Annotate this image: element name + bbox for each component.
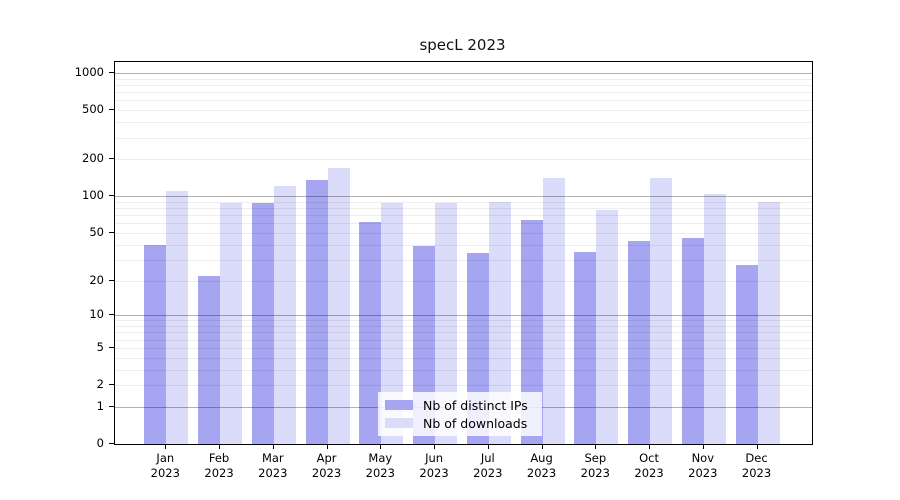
- legend-swatch-downloads: [385, 418, 413, 428]
- legend-item-downloads: Nb of downloads: [378, 415, 542, 431]
- gridline-600: [115, 100, 812, 102]
- x-tick-label-jul-2023: Jul 2023: [473, 451, 503, 480]
- y-tick-label-10: 10: [89, 307, 104, 322]
- bar-distinct-ips-nov-2023: [681, 238, 704, 444]
- gridline-700: [115, 92, 812, 94]
- x-tick-label-dec-2023: Dec 2023: [741, 451, 772, 480]
- y-tick-mark-100: [109, 195, 114, 197]
- y-tick-label-20: 20: [89, 272, 104, 287]
- x-tick-label-nov-2023: Nov 2023: [688, 451, 718, 480]
- y-tick-mark-2: [109, 384, 114, 385]
- y-tick-mark-5: [109, 346, 114, 348]
- bar-downloads-jan-2023: [166, 191, 189, 444]
- y-tick-label-50: 50: [89, 224, 104, 239]
- y-tick-mark-20: [109, 279, 114, 281]
- x-tick-mark-apr-2023: [326, 444, 328, 449]
- x-tick-label-oct-2023: Oct 2023: [634, 451, 664, 480]
- gridline-500: [115, 110, 812, 112]
- x-tick-mark-jun-2023: [434, 444, 436, 449]
- x-tick-mark-aug-2023: [541, 444, 543, 449]
- x-tick-mark-nov-2023: [702, 444, 704, 449]
- y-tick-mark-200: [109, 158, 114, 160]
- y-tick-label-500: 500: [82, 102, 104, 117]
- y-tick-label-0: 0: [96, 436, 104, 450]
- bar-distinct-ips-mar-2023: [251, 202, 274, 444]
- bar-downloads-feb-2023: [220, 202, 243, 444]
- legend-label-downloads: Nb of downloads: [423, 415, 528, 431]
- plot-area: [114, 61, 813, 445]
- bar-downloads-mar-2023: [273, 186, 296, 444]
- chart-title: specL 2023: [419, 36, 506, 54]
- x-tick-mark-dec-2023: [756, 444, 758, 449]
- gridline-800: [115, 84, 812, 86]
- x-tick-label-may-2023: May 2023: [365, 451, 395, 480]
- x-tick-label-apr-2023: Apr 2023: [311, 451, 342, 480]
- bar-distinct-ips-feb-2023: [198, 275, 221, 444]
- gridline-900: [115, 78, 812, 80]
- bar-downloads-oct-2023: [650, 178, 673, 444]
- x-tick-label-mar-2023: Mar 2023: [258, 451, 288, 480]
- y-tick-label-2: 2: [96, 377, 104, 391]
- x-tick-mark-sep-2023: [595, 444, 597, 449]
- gridline-400: [115, 122, 812, 124]
- bar-distinct-ips-may-2023: [359, 221, 382, 444]
- y-tick-label-200: 200: [82, 151, 104, 166]
- bar-downloads-apr-2023: [327, 167, 350, 444]
- bar-downloads-jun-2023: [435, 202, 458, 444]
- y-tick-mark-1: [109, 405, 114, 407]
- bar-distinct-ips-aug-2023: [520, 219, 543, 444]
- bar-distinct-ips-oct-2023: [628, 240, 651, 444]
- gridline-300: [115, 137, 812, 139]
- y-tick-mark-1000: [109, 71, 114, 73]
- legend-label-distinct-ips: Nb of distinct IPs: [423, 397, 528, 413]
- legend-swatch-distinct-ips: [385, 400, 413, 410]
- y-tick-label-5: 5: [96, 339, 104, 354]
- bar-distinct-ips-apr-2023: [305, 180, 328, 444]
- x-tick-label-sep-2023: Sep 2023: [580, 451, 610, 480]
- y-tick-mark-10: [109, 314, 114, 316]
- y-tick-label-100: 100: [82, 188, 104, 203]
- x-tick-label-jun-2023: Jun 2023: [419, 451, 449, 480]
- x-tick-label-feb-2023: Feb 2023: [204, 451, 234, 480]
- bar-downloads-jul-2023: [488, 201, 511, 444]
- y-tick-label-1000: 1000: [74, 64, 104, 79]
- y-tick-mark-50: [109, 231, 114, 233]
- legend: Nb of distinct IPs Nb of downloads: [378, 392, 542, 436]
- legend-item-distinct-ips: Nb of distinct IPs: [378, 397, 542, 413]
- x-tick-mark-feb-2023: [219, 444, 221, 449]
- bar-downloads-aug-2023: [542, 178, 565, 444]
- x-tick-label-jan-2023: Jan 2023: [150, 451, 180, 480]
- bar-downloads-may-2023: [381, 202, 404, 444]
- bar-distinct-ips-dec-2023: [735, 265, 758, 444]
- y-tick-mark-500: [109, 109, 114, 111]
- bar-distinct-ips-sep-2023: [574, 251, 597, 444]
- y-tick-label-1: 1: [96, 398, 104, 413]
- bar-downloads-nov-2023: [703, 193, 726, 444]
- x-tick-label-aug-2023: Aug 2023: [526, 451, 557, 480]
- bar-downloads-dec-2023: [757, 202, 780, 444]
- x-tick-mark-jan-2023: [165, 444, 167, 449]
- x-tick-mark-may-2023: [380, 444, 382, 449]
- x-tick-mark-oct-2023: [649, 444, 651, 449]
- x-tick-mark-mar-2023: [272, 444, 274, 449]
- gridline-200: [115, 159, 812, 161]
- x-tick-mark-jul-2023: [487, 444, 489, 449]
- bar-downloads-sep-2023: [596, 210, 619, 444]
- bar-distinct-ips-jan-2023: [144, 244, 167, 444]
- gridline-1000: [115, 72, 812, 74]
- y-tick-mark-0: [109, 443, 114, 444]
